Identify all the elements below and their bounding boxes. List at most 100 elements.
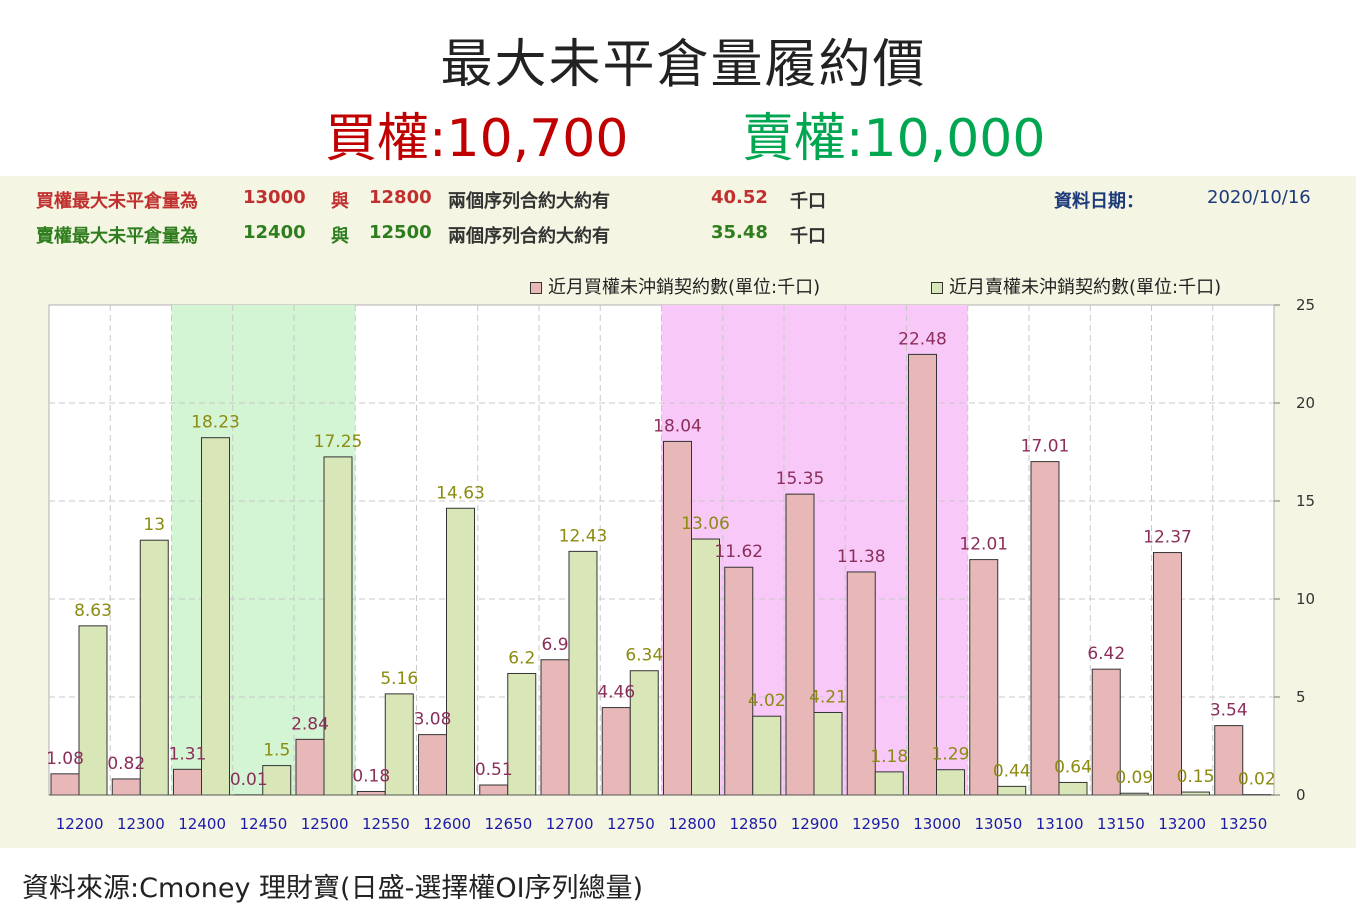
put-max-oi-label: 賣權:10,000: [742, 109, 1046, 169]
put-value-label: 13.06: [681, 514, 730, 534]
put-bar: [936, 769, 965, 796]
put-value-label: 18.23: [191, 413, 240, 433]
call-info-suffix: 兩個序列合約大約有: [448, 191, 610, 212]
put-value-label: 0.64: [1054, 757, 1092, 777]
legend-put: 近月賣權未沖銷契約數(單位:千口): [931, 273, 1221, 299]
x-tick-label: 13150: [1097, 815, 1145, 833]
call-info-unit: 千口: [790, 191, 826, 212]
put-value-label: 8.63: [74, 601, 112, 621]
call-value-label: 2.84: [291, 714, 329, 734]
put-bar: [1058, 781, 1088, 796]
call-bar: [173, 768, 202, 796]
x-tick-label: 12600: [423, 815, 471, 833]
x-tick-label: 12500: [301, 815, 349, 833]
put-value-label: 5.16: [380, 669, 418, 689]
call-value-label: 6.42: [1087, 644, 1125, 664]
put-info-unit: 千口: [790, 226, 826, 247]
call-bar: [601, 707, 631, 796]
put-bar: [201, 437, 230, 796]
put-bar: [813, 711, 843, 796]
put-bar: [139, 539, 169, 796]
call-value-label: 1.08: [46, 749, 84, 769]
call-value-label: 22.48: [898, 329, 947, 349]
call-bar: [356, 790, 386, 796]
page-title: 最大未平倉量履約價: [440, 35, 927, 95]
put-value-label: 6.2: [508, 648, 535, 668]
call-bar: [969, 559, 999, 796]
x-tick-label: 13000: [913, 815, 961, 833]
call-bar: [908, 353, 937, 796]
call-bar: [479, 784, 509, 796]
put-bar: [691, 538, 720, 796]
put-info-strike1: 12400: [243, 222, 306, 243]
x-tick-label: 12750: [607, 815, 655, 833]
put-value-label: 4.21: [809, 687, 847, 707]
put-info-and: 與: [331, 226, 349, 247]
y-tick-label: 20: [1296, 394, 1315, 412]
put-bar: [752, 715, 782, 796]
put-value-label: 1.18: [870, 747, 908, 767]
call-value-label: 3.54: [1210, 701, 1248, 721]
legend-call-label: 近月買權未沖銷契約數(單位:千口): [548, 277, 821, 298]
y-tick-label: 25: [1296, 296, 1315, 314]
put-value-label: 1.29: [932, 745, 970, 765]
y-tick-label: 15: [1296, 492, 1315, 510]
x-tick-label: 12850: [730, 815, 778, 833]
call-bar: [111, 778, 141, 796]
call-max-oi-label: 買權:10,700: [325, 109, 629, 169]
call-value-label: 12.37: [1143, 528, 1192, 548]
put-bar: [568, 550, 598, 796]
call-value-label: 0.18: [352, 766, 390, 786]
put-bar: [507, 672, 537, 796]
call-bar: [724, 566, 754, 796]
call-bar: [1153, 552, 1182, 796]
x-tick-label: 12200: [56, 815, 104, 833]
put-info-strike2: 12500: [369, 222, 432, 243]
x-tick-label: 12900: [791, 815, 839, 833]
put-value-label: 6.34: [625, 646, 663, 666]
call-value-label: 15.35: [776, 469, 825, 489]
call-bar: [418, 734, 447, 796]
x-tick-label: 12650: [485, 815, 533, 833]
call-value-label: 6.9: [541, 635, 568, 655]
x-tick-label: 12700: [546, 815, 594, 833]
call-bar: [1091, 668, 1121, 796]
x-tick-label: 12450: [240, 815, 288, 833]
put-value-label: 0.44: [993, 761, 1031, 781]
x-tick-label: 12950: [852, 815, 900, 833]
legend-call: 近月買權未沖銷契約數(單位:千口): [530, 273, 820, 299]
call-value-label: 12.01: [959, 535, 1008, 555]
put-value-label: 13: [143, 515, 165, 535]
x-tick-label: 13100: [1036, 815, 1084, 833]
x-tick-label: 12550: [362, 815, 410, 833]
put-bar: [384, 693, 414, 796]
call-bar: [295, 738, 325, 796]
put-info-total: 35.48: [711, 222, 768, 243]
put-bar: [323, 456, 353, 796]
call-value-label: 0.01: [230, 770, 268, 790]
put-value-label: 0.09: [1115, 768, 1153, 788]
call-info-and: 與: [331, 191, 349, 212]
put-value-label: 0.02: [1238, 770, 1276, 790]
call-value-label: 1.31: [169, 744, 207, 764]
put-bar: [78, 625, 108, 796]
call-bar: [663, 440, 692, 796]
data-date-label: 資料日期：: [1054, 191, 1144, 212]
x-tick-label: 13250: [1220, 815, 1268, 833]
put-bar: [446, 507, 475, 796]
put-value-label: 17.25: [314, 432, 363, 452]
call-value-label: 0.82: [107, 754, 145, 774]
legend-put-swatch: [931, 282, 943, 294]
call-info-strike1: 13000: [243, 187, 306, 208]
put-bar: [262, 765, 292, 796]
call-value-label: 11.62: [714, 542, 763, 562]
put-bar: [997, 785, 1027, 796]
put-value-label: 14.63: [436, 483, 485, 503]
y-tick-label: 5: [1296, 688, 1306, 706]
put-value-label: 12.43: [559, 526, 608, 546]
call-bar: [1214, 725, 1244, 796]
x-tick-label: 12400: [178, 815, 226, 833]
legend-put-label: 近月賣權未沖銷契約數(單位:千口): [949, 277, 1222, 298]
x-tick-label: 13050: [975, 815, 1023, 833]
